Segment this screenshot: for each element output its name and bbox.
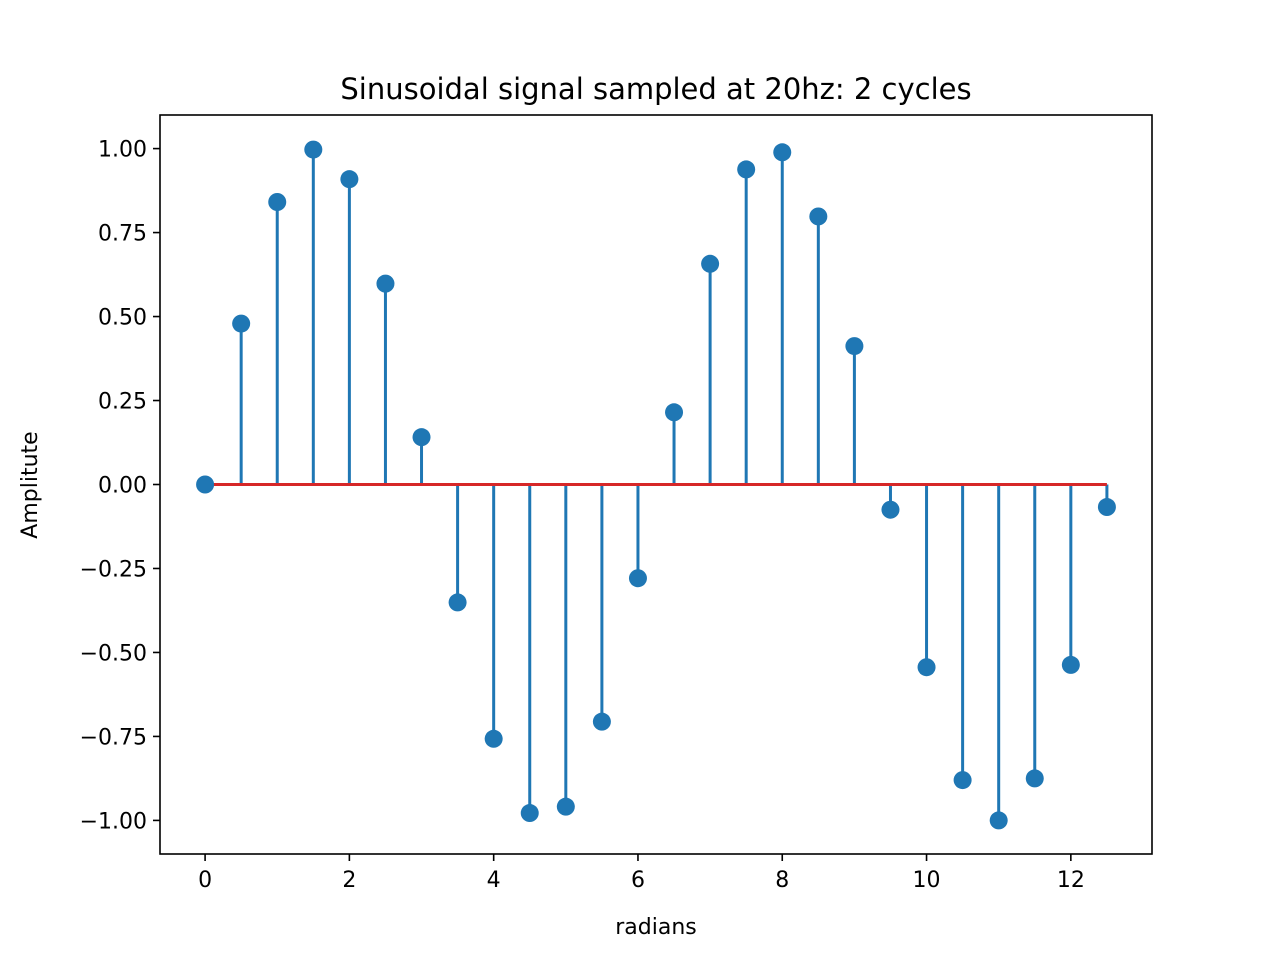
stem-marker — [448, 593, 467, 612]
stem-marker — [845, 337, 864, 356]
stem-marker — [232, 314, 251, 333]
stem-marker — [989, 811, 1008, 830]
stem-marker — [953, 771, 972, 790]
y-tick-label: 1.00 — [98, 138, 147, 163]
stem-marker — [701, 254, 720, 273]
y-tick-label: 0.25 — [98, 390, 147, 415]
stem-marker — [665, 403, 684, 422]
y-tick-label: 0.75 — [98, 222, 147, 247]
x-tick-label: 0 — [198, 868, 212, 893]
chart-title: Sinusoidal signal sampled at 20hz: 2 cyc… — [340, 72, 971, 106]
stem-marker — [1097, 498, 1116, 517]
y-tick-label: −1.00 — [80, 809, 147, 834]
x-tick-label: 2 — [342, 868, 356, 893]
x-axis: 0 2 4 6 8 10 12 — [198, 854, 1085, 893]
y-axis: 1.00 0.75 0.50 0.25 0.00 −0.25 −0.50 −0.75 −1.00 — [80, 138, 160, 834]
y-tick-label: 0.00 — [98, 474, 147, 499]
stem-marker — [556, 797, 575, 816]
stem-marker — [304, 140, 323, 159]
y-tick-label: −0.50 — [80, 641, 147, 666]
y-tick-label: −0.25 — [80, 557, 147, 582]
stem-marker — [773, 143, 792, 162]
stem-markers — [196, 140, 1116, 830]
stem-marker — [592, 712, 611, 731]
stem-marker — [917, 658, 936, 677]
stem-marker — [340, 170, 359, 189]
stem-marker — [412, 428, 431, 447]
y-tick-label: −0.75 — [80, 725, 147, 750]
x-tick-label: 10 — [913, 868, 941, 893]
stem-lines — [239, 149, 1109, 821]
stem-marker — [268, 193, 287, 212]
stem-marker — [196, 475, 215, 494]
x-axis-label: radians — [615, 915, 697, 940]
stem-marker — [1061, 655, 1080, 674]
x-tick-label: 12 — [1057, 868, 1085, 893]
stem-marker — [737, 160, 756, 179]
stem-marker — [520, 804, 539, 823]
stem-marker — [881, 500, 900, 519]
y-tick-label: 0.50 — [98, 306, 147, 331]
y-axis-label: Amplitute — [18, 431, 43, 538]
stem-marker — [484, 729, 503, 748]
x-tick-label: 6 — [631, 868, 645, 893]
stem-marker — [376, 274, 395, 293]
stem-marker — [628, 569, 647, 588]
x-tick-label: 8 — [775, 868, 789, 893]
stem-marker — [809, 207, 828, 226]
x-tick-label: 4 — [487, 868, 501, 893]
stem-marker — [1025, 769, 1044, 788]
